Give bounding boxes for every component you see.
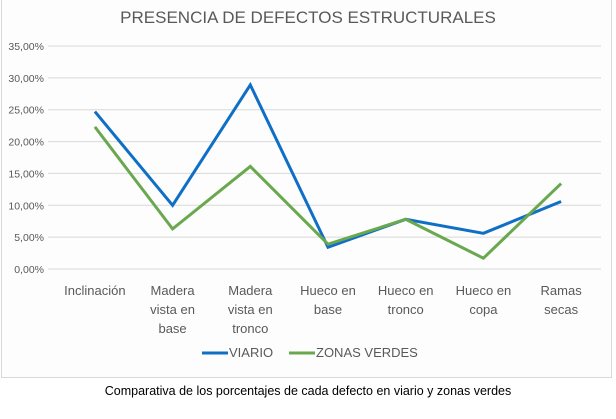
x-tick-label: tronco [388,302,424,317]
chart-title: PRESENCIA DE DEFECTOS ESTRUCTURALES [120,8,496,27]
figure-caption: Comparativa de los porcentajes de cada d… [104,384,512,398]
x-tick-label: Madera [151,283,196,298]
y-tick-label: 35,00% [8,41,44,53]
chart-frame [1,0,612,378]
y-tick-label: 25,00% [8,105,44,117]
x-tick-label: copa [469,302,498,317]
series-line-viario [93,81,562,250]
legend-label: VIARIO [229,345,273,360]
line-chart: 0,00% 5,00% 10,00% 15,00% 20,00% 25,00% 30,00%… [8,41,601,360]
y-tick-label: 5,00% [14,232,44,244]
y-tick-label: 30,00% [8,73,44,85]
x-tick-label: tronco [232,321,268,336]
y-tick-label: 0,00% [14,264,44,276]
x-tick-label: vista en [228,302,273,317]
x-tick-label: Hueco en [456,283,512,298]
x-tick-label: Hueco en [300,283,356,298]
x-tick-label: Inclinación [64,283,125,298]
y-tick-label: 20,00% [8,137,44,149]
x-tick-label: base [314,302,342,317]
x-tick-label: base [158,321,186,336]
x-tick-label: secas [544,302,578,317]
x-tick-label: vista en [150,302,195,317]
y-tick-label: 10,00% [8,200,44,212]
x-tick-label: Madera [228,283,273,298]
legend-label: ZONAS VERDES [316,345,418,360]
series-line-zonas-verdes [93,125,563,261]
y-tick-label: 15,00% [8,168,44,180]
x-tick-label: Hueco en [378,283,434,298]
x-tick-label: Ramas [541,283,583,298]
